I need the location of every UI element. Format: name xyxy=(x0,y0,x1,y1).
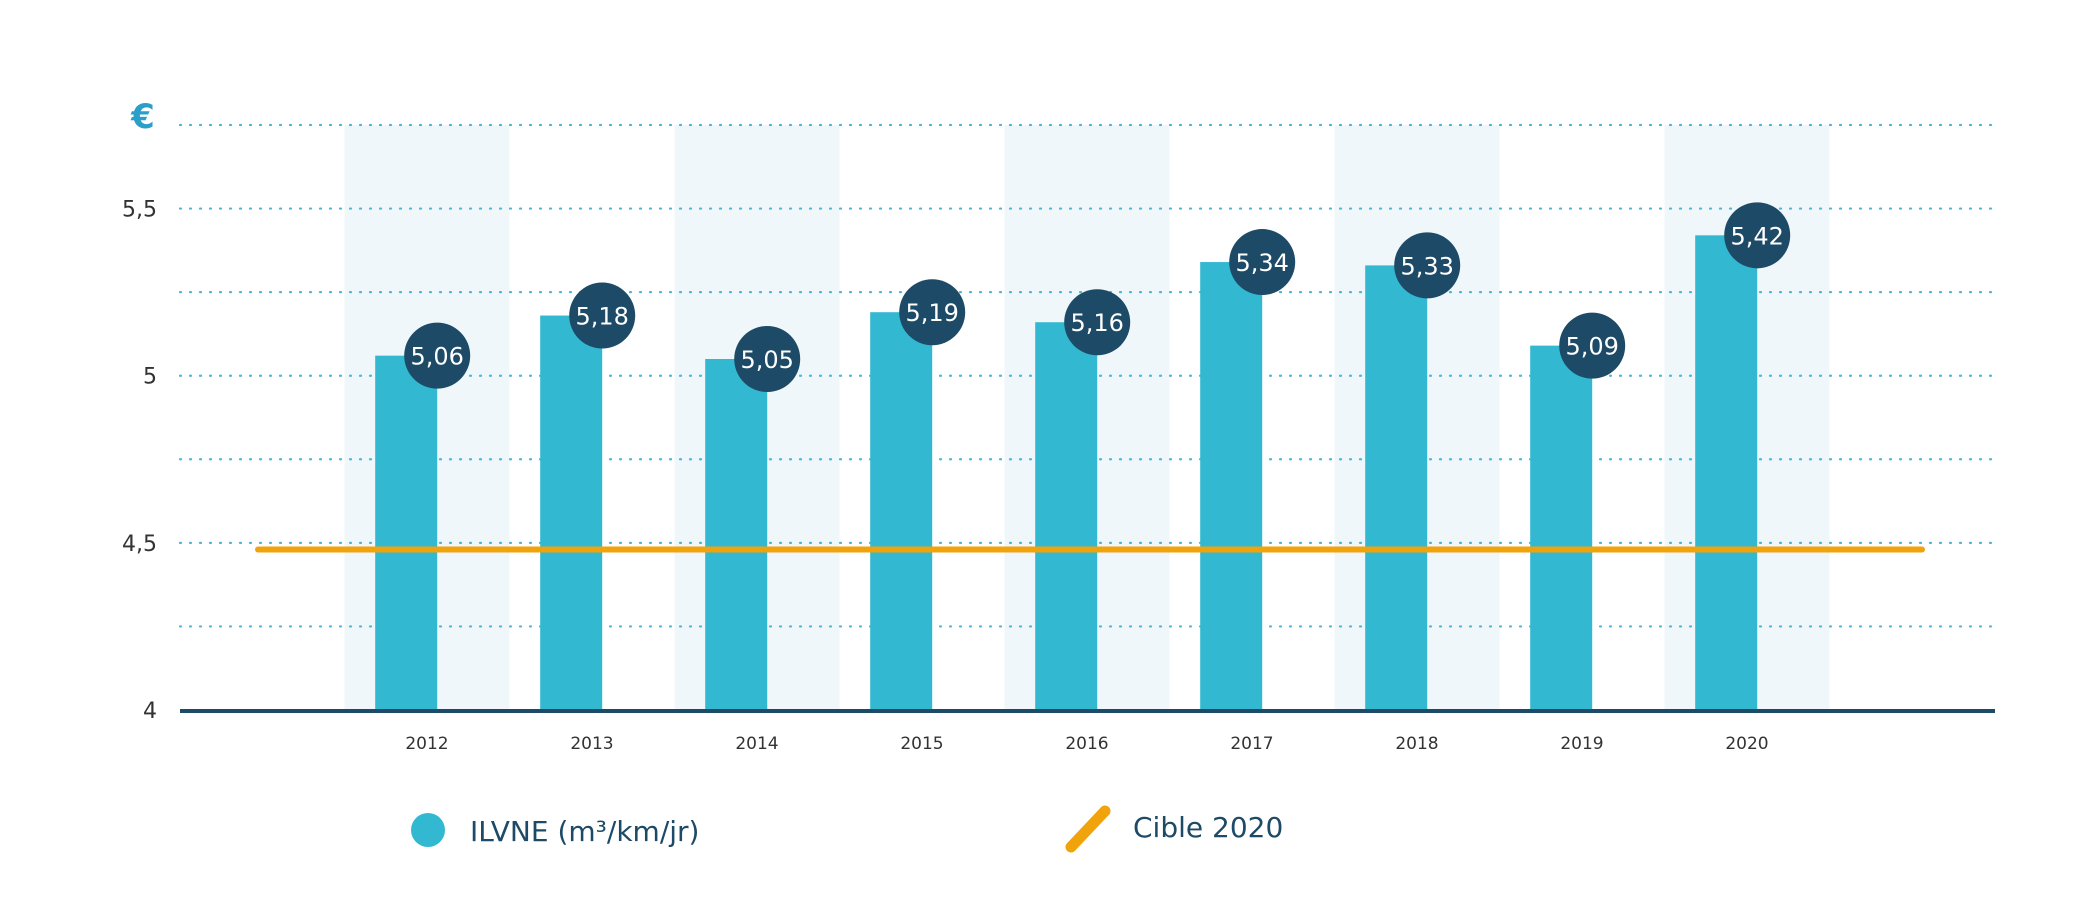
y-axis-ticks: 4 4,5 5 5,5 xyxy=(122,198,157,724)
data-label-bubble xyxy=(734,326,801,392)
data-label-bubble xyxy=(569,282,636,349)
bar xyxy=(1695,235,1758,711)
x-tick-label: 2016 xyxy=(1065,734,1108,754)
x-tick-label: 2020 xyxy=(1725,734,1768,754)
data-label-bubble xyxy=(899,279,966,346)
legend-line-swatch xyxy=(1065,805,1111,853)
y-tick-label: 5,5 xyxy=(122,198,157,223)
data-label-layer: 5,06 5,18 5,05 5,19 5,16 5,34 5,33 5,09 5,42 xyxy=(404,202,1791,392)
bar xyxy=(1035,322,1098,710)
y-axis-unit: € xyxy=(130,97,155,137)
data-label: 5,19 xyxy=(905,299,958,327)
bar xyxy=(1365,265,1428,710)
data-label-bubble xyxy=(1394,232,1461,299)
legend-line-label: Cible 2020 xyxy=(1133,811,1283,844)
data-label: 5,05 xyxy=(740,346,793,374)
legend: ILVNE (m³/km/jr) Cible 2020 xyxy=(411,805,1283,853)
x-axis-ticks: 2012 2013 2014 2015 2016 2017 2018 2019 2020 xyxy=(405,734,1768,754)
data-label-bubble xyxy=(1724,202,1791,269)
bar xyxy=(705,359,768,710)
data-label: 5,06 xyxy=(410,343,463,371)
bar xyxy=(1200,262,1263,710)
x-tick-label: 2019 xyxy=(1560,734,1603,754)
data-label-bubble xyxy=(404,322,471,389)
x-tick-label: 2013 xyxy=(570,734,613,754)
data-label-bubble xyxy=(1064,289,1131,356)
data-label: 5,16 xyxy=(1070,309,1123,337)
bar-layer xyxy=(375,235,1758,711)
bar xyxy=(540,315,603,710)
data-label: 5,18 xyxy=(575,303,628,331)
x-tick-label: 2015 xyxy=(900,734,943,754)
y-tick-label: 5 xyxy=(143,365,157,390)
data-label: 5,33 xyxy=(1400,252,1453,280)
data-label: 5,42 xyxy=(1730,222,1783,250)
legend-bar-swatch xyxy=(411,813,445,847)
x-tick-label: 2017 xyxy=(1230,734,1273,754)
x-tick-label: 2018 xyxy=(1395,734,1438,754)
bar xyxy=(375,355,438,710)
data-label: 5,09 xyxy=(1565,333,1618,361)
bar xyxy=(870,312,933,710)
data-label-bubble xyxy=(1229,229,1296,296)
data-label-bubble xyxy=(1559,312,1626,379)
x-tick-label: 2014 xyxy=(735,734,778,754)
y-tick-label: 4,5 xyxy=(122,532,157,557)
legend-bar-label: ILVNE (m³/km/jr) xyxy=(470,815,699,848)
x-tick-label: 2012 xyxy=(405,734,448,754)
bar xyxy=(1530,345,1593,710)
data-label: 5,34 xyxy=(1235,249,1288,277)
y-tick-label: 4 xyxy=(143,699,157,724)
